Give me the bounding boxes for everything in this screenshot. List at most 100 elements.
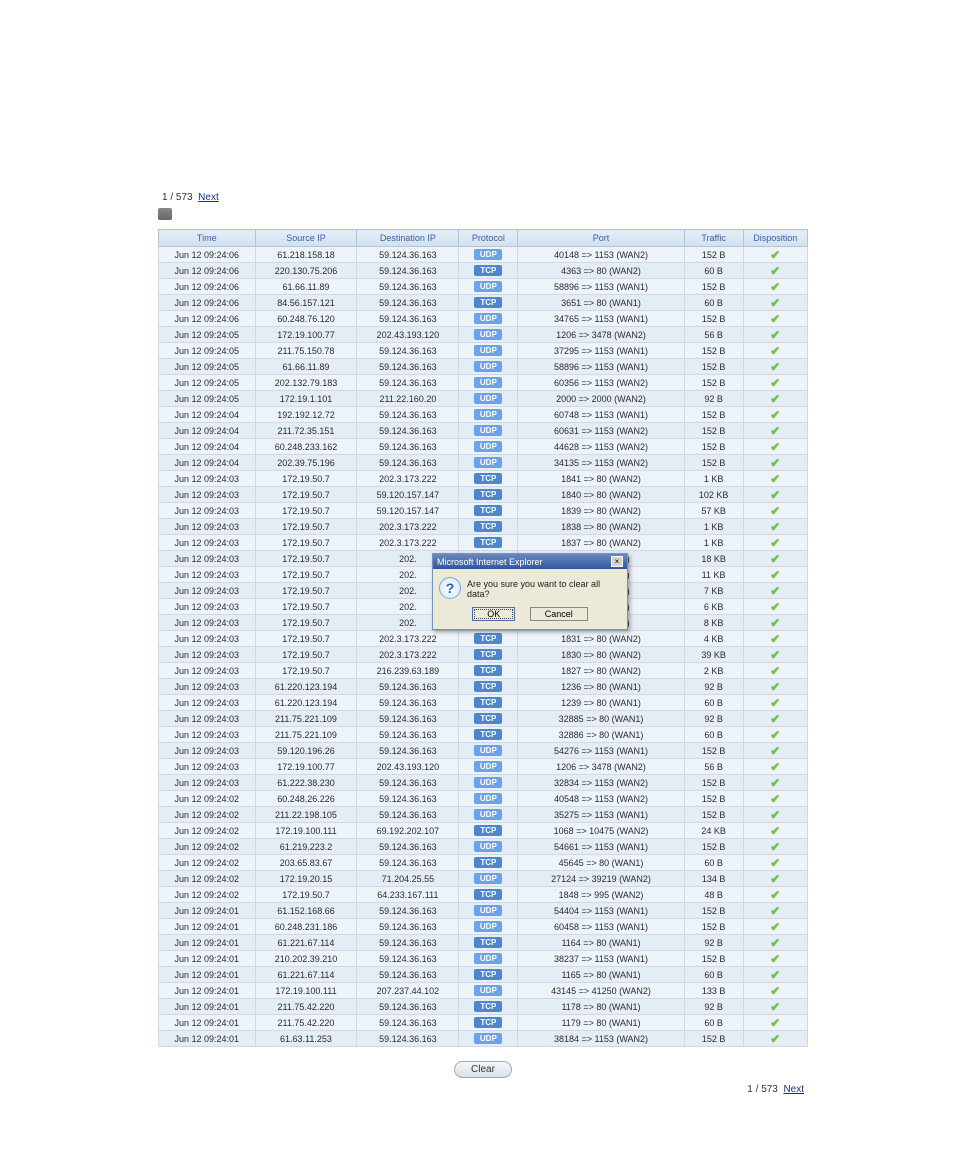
cancel-button[interactable]: Cancel: [530, 607, 588, 621]
cell-port: 40148 => 1153 (WAN2): [518, 247, 684, 263]
table-row: Jun 12 09:24:03172.19.50.759.120.157.147…: [159, 503, 808, 519]
protocol-badge: TCP: [474, 825, 502, 836]
cell-source: 211.72.35.151: [255, 423, 357, 439]
cell-traffic: 92 B: [684, 935, 743, 951]
cell-traffic: 7 KB: [684, 583, 743, 599]
cell-source: 61.219.223.2: [255, 839, 357, 855]
cell-time: Jun 12 09:24:01: [159, 1015, 256, 1031]
cell-dest: 202.43.193.120: [357, 759, 459, 775]
cell-time: Jun 12 09:24:06: [159, 279, 256, 295]
cell-source: 60.248.26.226: [255, 791, 357, 807]
cell-traffic: 152 B: [684, 919, 743, 935]
cell-protocol: UDP: [459, 759, 518, 775]
cell-dest: 59.124.36.163: [357, 695, 459, 711]
cell-source: 61.221.67.114: [255, 967, 357, 983]
cell-port: 44628 => 1153 (WAN2): [518, 439, 684, 455]
protocol-badge: UDP: [474, 761, 502, 772]
protocol-badge: UDP: [474, 345, 502, 356]
cell-disposition: [743, 487, 807, 503]
cell-time: Jun 12 09:24:02: [159, 791, 256, 807]
table-row: Jun 12 09:24:05172.19.1.101211.22.160.20…: [159, 391, 808, 407]
close-icon[interactable]: ×: [611, 556, 623, 567]
cell-source: 61.152.168.66: [255, 903, 357, 919]
cell-time: Jun 12 09:24:02: [159, 871, 256, 887]
cell-protocol: UDP: [459, 311, 518, 327]
cell-port: 1068 => 10475 (WAN2): [518, 823, 684, 839]
check-icon: [768, 697, 782, 709]
cell-time: Jun 12 09:24:03: [159, 535, 256, 551]
table-row: Jun 12 09:24:04202.39.75.19659.124.36.16…: [159, 455, 808, 471]
cell-time: Jun 12 09:24:06: [159, 263, 256, 279]
protocol-badge: TCP: [474, 265, 502, 276]
cell-traffic: 152 B: [684, 279, 743, 295]
cell-protocol: TCP: [459, 487, 518, 503]
cell-traffic: 134 B: [684, 871, 743, 887]
col-header-dest[interactable]: Destination IP: [357, 230, 459, 247]
cell-traffic: 56 B: [684, 759, 743, 775]
next-link-top[interactable]: Next: [198, 192, 219, 203]
col-header-time[interactable]: Time: [159, 230, 256, 247]
cell-source: 203.65.83.67: [255, 855, 357, 871]
check-icon: [768, 441, 782, 453]
next-link-bottom[interactable]: Next: [783, 1084, 804, 1095]
protocol-badge: UDP: [474, 249, 502, 260]
cell-traffic: 92 B: [684, 999, 743, 1015]
check-icon: [768, 729, 782, 741]
cell-dest: 59.124.36.163: [357, 343, 459, 359]
cell-time: Jun 12 09:24:03: [159, 679, 256, 695]
cell-time: Jun 12 09:24:05: [159, 359, 256, 375]
check-icon: [768, 633, 782, 645]
protocol-badge: TCP: [474, 697, 502, 708]
col-header-protocol[interactable]: Protocol: [459, 230, 518, 247]
check-icon: [768, 777, 782, 789]
cell-traffic: 60 B: [684, 727, 743, 743]
cell-port: 1165 => 80 (WAN1): [518, 967, 684, 983]
col-header-disposition[interactable]: Disposition: [743, 230, 807, 247]
cell-disposition: [743, 999, 807, 1015]
cell-disposition: [743, 967, 807, 983]
cell-protocol: TCP: [459, 263, 518, 279]
protocol-badge: TCP: [474, 297, 502, 308]
check-icon: [768, 857, 782, 869]
search-icon[interactable]: [158, 208, 172, 220]
cell-source: 202.39.75.196: [255, 455, 357, 471]
cell-traffic: 152 B: [684, 375, 743, 391]
cell-traffic: 102 KB: [684, 487, 743, 503]
cell-traffic: 60 B: [684, 695, 743, 711]
cell-dest: 59.120.157.147: [357, 487, 459, 503]
col-header-traffic[interactable]: Traffic: [684, 230, 743, 247]
cell-time: Jun 12 09:24:06: [159, 295, 256, 311]
cell-source: 61.66.11.89: [255, 279, 357, 295]
cell-disposition: [743, 359, 807, 375]
cell-dest: 59.124.36.163: [357, 839, 459, 855]
table-row: Jun 12 09:24:02203.65.83.6759.124.36.163…: [159, 855, 808, 871]
cell-traffic: 11 KB: [684, 567, 743, 583]
check-icon: [768, 265, 782, 277]
cell-time: Jun 12 09:24:03: [159, 775, 256, 791]
check-icon: [768, 825, 782, 837]
cell-protocol: UDP: [459, 375, 518, 391]
cell-source: 211.22.198.105: [255, 807, 357, 823]
cell-dest: 59.124.36.163: [357, 295, 459, 311]
cell-time: Jun 12 09:24:03: [159, 551, 256, 567]
protocol-badge: UDP: [474, 281, 502, 292]
table-row: Jun 12 09:24:01211.75.42.22059.124.36.16…: [159, 999, 808, 1015]
cell-source: 172.19.100.77: [255, 327, 357, 343]
cell-traffic: 2 KB: [684, 663, 743, 679]
cell-disposition: [743, 791, 807, 807]
clear-button[interactable]: Clear: [454, 1061, 512, 1078]
check-icon: [768, 425, 782, 437]
protocol-badge: TCP: [474, 537, 502, 548]
cell-source: 211.75.42.220: [255, 1015, 357, 1031]
protocol-badge: TCP: [474, 521, 502, 532]
col-header-source[interactable]: Source IP: [255, 230, 357, 247]
ok-button[interactable]: OK: [472, 607, 515, 621]
protocol-badge: TCP: [474, 1017, 502, 1028]
table-row: Jun 12 09:24:02211.22.198.10559.124.36.1…: [159, 807, 808, 823]
cell-dest: 59.124.36.163: [357, 727, 459, 743]
col-header-port[interactable]: Port: [518, 230, 684, 247]
cell-time: Jun 12 09:24:02: [159, 839, 256, 855]
check-icon: [768, 921, 782, 933]
cell-port: 1839 => 80 (WAN2): [518, 503, 684, 519]
cell-time: Jun 12 09:24:05: [159, 375, 256, 391]
